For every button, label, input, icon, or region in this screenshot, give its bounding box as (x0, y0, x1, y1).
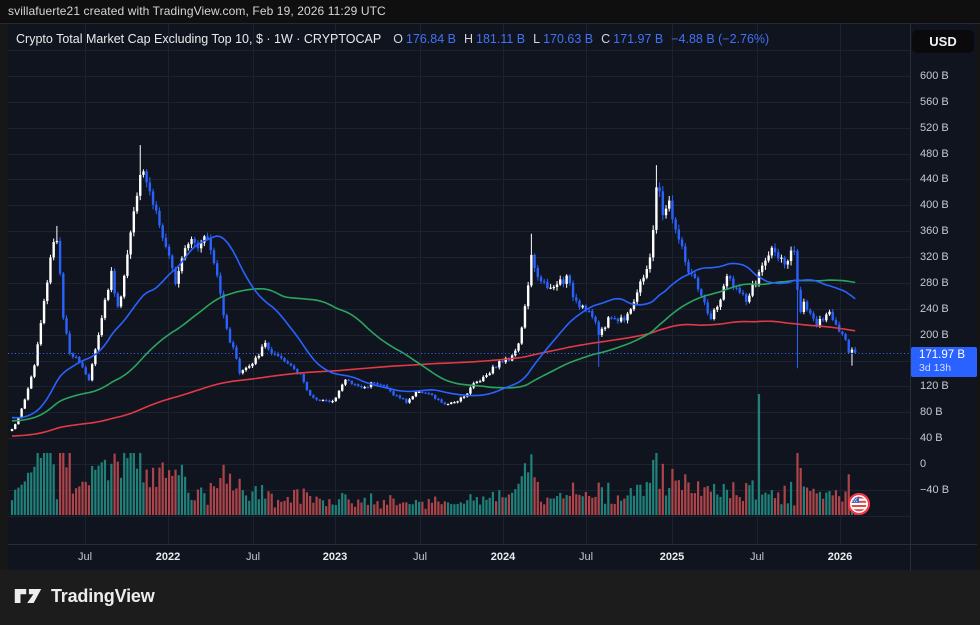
tradingview-logo-text: TradingView (51, 585, 155, 606)
time-tick-year: 2024 (490, 551, 516, 563)
price-tick-label: 480 B (920, 147, 949, 160)
tradingview-logo[interactable]: TradingView (13, 584, 155, 608)
price-tick-label: 120 B (920, 380, 949, 393)
time-tick-month: Jul (578, 551, 594, 563)
high-label: H (463, 32, 474, 46)
current-price-badge: 171.97 B 3d 13h (911, 347, 977, 377)
left-margin (0, 24, 8, 571)
time-tick-year: 2025 (659, 551, 685, 563)
tradingview-logo-icon (14, 588, 42, 604)
time-tick-year: 2023 (322, 551, 348, 563)
bar-countdown: 3d 13h (919, 362, 952, 374)
us-flag-icon (851, 496, 867, 512)
price-tick-label: 600 B (920, 69, 949, 82)
high-value: 181.11 B (476, 32, 526, 46)
time-tick-month: Jul (749, 551, 765, 563)
us-flag-event-marker[interactable] (848, 493, 870, 515)
currency-button[interactable]: USD (912, 30, 974, 53)
low-value: 170.63 B (543, 32, 594, 46)
price-tick-label: 320 B (920, 251, 949, 263)
time-tick-year: 2026 (827, 551, 853, 563)
price-tick-label: 400 B (920, 199, 949, 212)
price-tick-label: 360 B (920, 225, 949, 238)
low-label: L (533, 32, 541, 46)
price-chart-canvas[interactable] (8, 24, 910, 544)
open-value: 176.84 B (405, 32, 456, 46)
price-tick-label: 80 B (920, 406, 943, 419)
price-tick-label: 280 B (920, 276, 949, 289)
bottom-bar: TradingView (0, 570, 980, 625)
ohlc-readout: O 176.84 B H 181.11 B L 170.63 B C 171.9… (388, 32, 769, 46)
axis-separator (910, 24, 911, 571)
price-tick-label: −40 B (920, 483, 950, 496)
price-tick-label: 240 B (920, 302, 949, 315)
close-value: 171.97 B (613, 32, 664, 46)
attribution-text: svillafuerte21 created with TradingView.… (8, 4, 386, 18)
current-price-value: 171.97 B (919, 349, 966, 361)
right-margin (977, 24, 980, 571)
time-tick-month: Jul (245, 551, 261, 563)
chart-root: Crypto Total Market Cap Excluding Top 10… (0, 23, 980, 571)
price-tick-label: 40 B (920, 432, 943, 445)
price-tick-label: 440 B (920, 173, 949, 186)
close-label: C (601, 32, 611, 46)
symbol-title: Crypto Total Market Cap Excluding Top 10… (16, 32, 382, 46)
time-tick-year: 2022 (155, 551, 181, 563)
chart-pane[interactable]: Crypto Total Market Cap Excluding Top 10… (8, 24, 910, 544)
time-tick-month: Jul (412, 551, 428, 563)
price-tick-label: 520 B (920, 121, 949, 134)
change-value: −4.88 B (−2.76%) (671, 32, 770, 46)
symbol-legend: Crypto Total Market Cap Excluding Top 10… (16, 32, 769, 46)
attribution-bar: svillafuerte21 created with TradingView.… (0, 0, 980, 23)
time-tick-month: Jul (77, 551, 93, 563)
price-tick-label: 0 (920, 458, 927, 470)
open-label: O (393, 32, 403, 46)
price-tick-label: 560 B (920, 95, 949, 108)
time-axis[interactable]: Jul 2022 Jul 2023 Jul 2024 Jul 2025 Jul 2026 (0, 544, 980, 571)
price-tick-label: 200 B (920, 328, 949, 341)
price-axis[interactable]: USD 600 B 560 B 520 B 480 B 440 B 400 B 360 B 3… (910, 24, 977, 571)
